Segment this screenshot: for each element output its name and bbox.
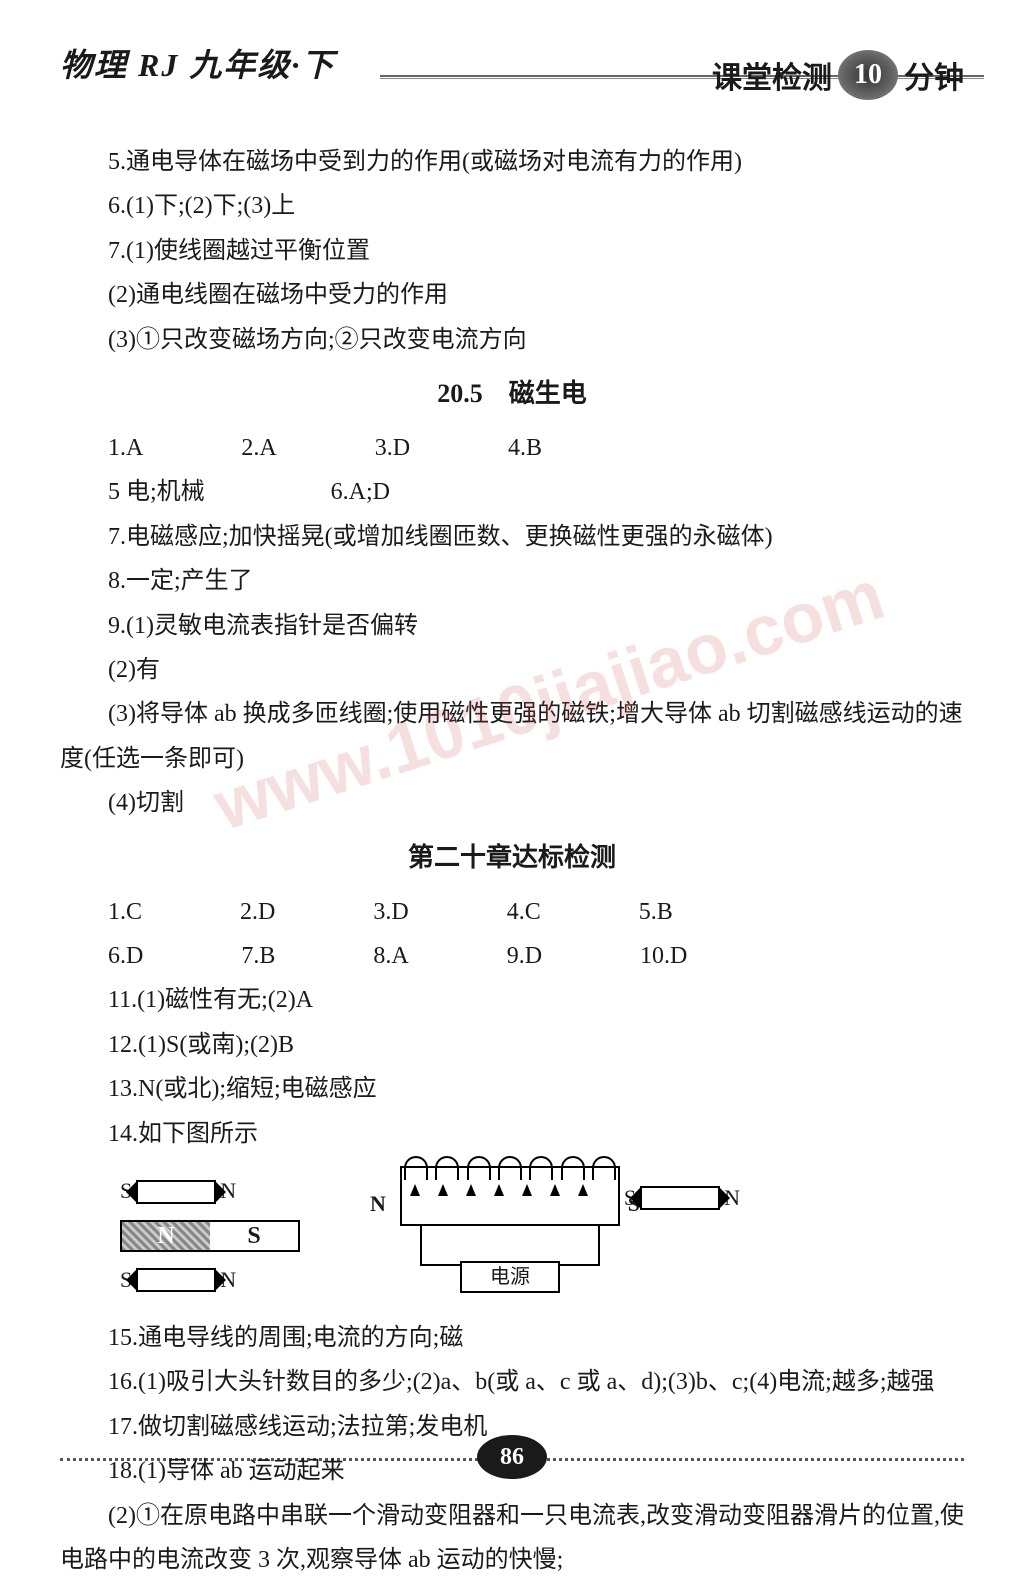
answer-item: 8.A (325, 934, 408, 978)
answer-item: 1.C (60, 890, 142, 934)
answer-line: (2)通电线圈在磁场中受力的作用 (60, 273, 964, 317)
answer-text: 16.(1)吸引大头针数目的多少;(2)a、b(或 a、c 或 a、d);(3)… (108, 1369, 935, 1395)
wire-icon (420, 1226, 600, 1266)
field-arrows (410, 1184, 588, 1196)
answer-line: 7.电磁感应;加快摇晃(或增加线圈匝数、更换磁性更强的永磁体) (60, 515, 964, 559)
answer-line: 7.(1)使线圈越过平衡位置 (60, 229, 964, 273)
compass-row: S N (120, 1260, 300, 1301)
answer-text: (2)①在原电路中串联一个滑动变阻器和一只电流表,改变滑动变阻器滑片的位置,使电… (60, 1503, 964, 1573)
answer-row: 6.D 7.B 8.A 9.D 10.D (60, 934, 964, 978)
header-prefix: 课堂检测 (712, 53, 832, 97)
answer-item: 4.C (459, 890, 541, 934)
answer-line: 15.通电导线的周围;电流的方向;磁 (60, 1316, 964, 1360)
answer-item: 2.D (192, 890, 275, 934)
page-footer: 86 (0, 1435, 1024, 1479)
answer-line: (3)将导体 ab 换成多匝线圈;使用磁性更强的磁铁;增大导体 ab 切割磁感线… (60, 692, 964, 781)
answer-item: 9.D (459, 934, 542, 978)
page-number-badge: 86 (477, 1435, 547, 1479)
header-title-left: 物理 RJ 九年级·下 (60, 40, 335, 86)
arrow-up-icon (550, 1184, 560, 1196)
answer-item: 5 电;机械 (108, 479, 205, 505)
answer-line: (3)①只改变磁场方向;②只改变电流方向 (60, 318, 964, 362)
arrow-up-icon (522, 1184, 532, 1196)
answer-item: 4.B (460, 426, 542, 470)
answer-text: (3)将导体 ab 换成多匝线圈;使用磁性更强的磁铁;增大导体 ab 切割磁感线… (60, 701, 963, 771)
answer-line: 5 电;机械 6.A;D (60, 470, 964, 514)
answer-line: (2)①在原电路中串联一个滑动变阻器和一只电流表,改变滑动变阻器滑片的位置,使电… (60, 1494, 964, 1582)
answer-item: 6.A;D (331, 479, 390, 505)
answer-line: 8.一定;产生了 (60, 559, 964, 603)
section-title: 20.5 磁生电 (60, 370, 964, 418)
compass-icon (136, 1268, 216, 1292)
answer-item: 6.D (60, 934, 143, 978)
answer-line: 11.(1)磁性有无;(2)A (60, 978, 964, 1022)
answer-item: 10.D (592, 934, 687, 978)
arrow-up-icon (438, 1184, 448, 1196)
answer-line: 16.(1)吸引大头针数目的多少;(2)a、b(或 a、c 或 a、d);(3)… (60, 1360, 964, 1404)
answer-item: 3.D (327, 426, 410, 470)
answer-line: 9.(1)灵敏电流表指针是否偏转 (60, 604, 964, 648)
badge-icon: 10 (838, 50, 898, 100)
page-header: 物理 RJ 九年级·下 课堂检测 10 分钟 (40, 20, 984, 130)
answer-item: 3.D (325, 890, 408, 934)
pole-n: N (122, 1222, 210, 1250)
answer-item: 2.A (193, 426, 276, 470)
answer-line: 5.通电导体在磁场中受到力的作用(或磁场对电流有力的作用) (60, 140, 964, 184)
arrow-up-icon (410, 1184, 420, 1196)
section-title: 第二十章达标检测 (60, 834, 964, 882)
answer-line: 13.N(或北);缩短;电磁感应 (60, 1067, 964, 1111)
power-source-box: 电源 (460, 1261, 560, 1293)
diagram-left-magnets: S N N S S N (120, 1171, 300, 1300)
coil-diagram: N S S N 电源 (340, 1166, 680, 1306)
compass-icon (640, 1186, 720, 1210)
answer-line: 14.如下图所示 (60, 1112, 964, 1156)
answer-row: 1.A 2.A 3.D 4.B (60, 426, 964, 470)
arrow-up-icon (578, 1184, 588, 1196)
compass-icon (136, 1180, 216, 1204)
arrow-up-icon (494, 1184, 504, 1196)
arrow-up-icon (466, 1184, 476, 1196)
header-suffix: 分钟 (904, 53, 964, 97)
answer-line: 12.(1)S(或南);(2)B (60, 1023, 964, 1067)
coil-box (400, 1166, 620, 1226)
header-title-right: 课堂检测 10 分钟 (712, 50, 964, 100)
answer-line: (4)切割 (60, 781, 964, 825)
pole-s: S (210, 1222, 298, 1250)
content-body: 5.通电导体在磁场中受到力的作用(或磁场对电流有力的作用) 6.(1)下;(2)… (0, 140, 1024, 1582)
compass-right: S N (624, 1178, 740, 1219)
answer-item: 7.B (193, 934, 275, 978)
answer-item: 1.A (60, 426, 143, 470)
answer-line: (2)有 (60, 648, 964, 692)
pole-n: N (370, 1184, 386, 1225)
bar-magnet: N S (120, 1220, 300, 1252)
answer-item: 5.B (591, 890, 673, 934)
answer-line: 6.(1)下;(2)下;(3)上 (60, 184, 964, 228)
compass-row: S N (120, 1171, 300, 1212)
answer-row: 1.C 2.D 3.D 4.C 5.B (60, 890, 964, 934)
physics-diagram: S N N S S N (120, 1166, 964, 1306)
